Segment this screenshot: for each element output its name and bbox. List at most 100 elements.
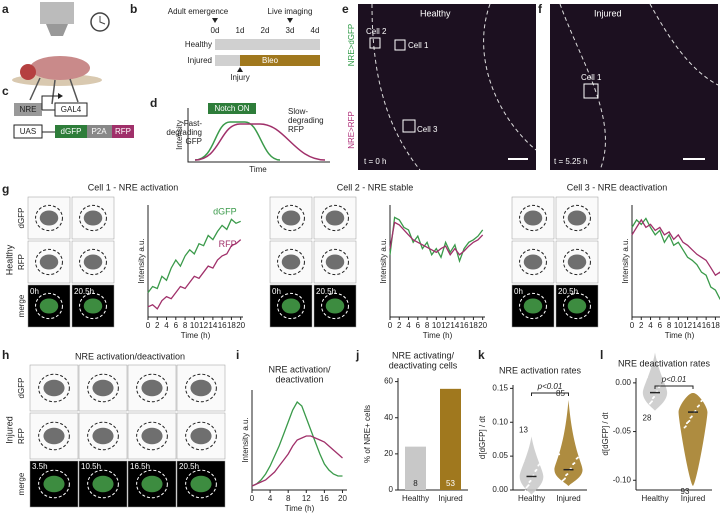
label: Slow- <box>288 107 308 116</box>
cell-outline <box>79 292 107 320</box>
label: NRE <box>20 105 37 114</box>
image-tile <box>29 412 79 460</box>
row-label: Healthy <box>4 244 14 275</box>
channel-label: merge <box>17 472 26 495</box>
time-label: 3.5h <box>32 462 48 471</box>
series-line <box>251 435 343 487</box>
x-tick-label: 18 <box>227 321 236 330</box>
micrograph: Injured Cell 1 t = 5.25 h <box>550 3 719 171</box>
point <box>645 376 648 379</box>
cell-outline <box>277 292 305 320</box>
chart-title: deactivation <box>275 374 323 384</box>
cell-outline <box>136 421 168 451</box>
x-tick-label: 20 <box>478 321 487 330</box>
x-tick-label: 2 <box>397 321 402 330</box>
panel-label: h <box>2 348 9 362</box>
bracket <box>531 392 569 396</box>
cell-outline <box>87 421 119 451</box>
y-tick-label: -0.05 <box>613 427 632 436</box>
label: Injury <box>230 73 250 82</box>
day-label: 4d <box>311 26 320 35</box>
annotation: p<0.01 <box>537 382 563 391</box>
y-axis-label: Intensity a.u. <box>379 238 388 283</box>
x-tick-label: 4 <box>268 494 273 503</box>
x-tick-label: 0 <box>146 321 151 330</box>
cell-blob <box>567 254 587 270</box>
axis-label: Intensity <box>175 120 184 150</box>
legend-label: RFP <box>219 239 237 249</box>
row-label: Injured <box>188 56 212 65</box>
point <box>576 456 579 459</box>
time-label: 0h <box>514 287 523 296</box>
cell-blob <box>39 210 59 226</box>
timeline: Adult emergence Live imaging 0d 1d 2d 3d… <box>168 7 320 82</box>
image-tile <box>511 196 555 240</box>
count-label: 28 <box>643 414 652 423</box>
x-axis-label: Time (h) <box>665 331 695 340</box>
label: Adult emergence <box>168 7 229 16</box>
time-label: 20.5h <box>179 462 199 471</box>
x-tick-label: Injured <box>556 494 580 503</box>
x-tick-label: 16 <box>460 321 469 330</box>
panel-label: d <box>150 96 157 110</box>
point <box>535 468 538 471</box>
y-tick-label: 40 <box>384 413 393 422</box>
time-label: 0h <box>272 287 281 296</box>
day-label: 1d <box>236 26 245 35</box>
label: degrading <box>288 116 324 125</box>
cell-blob <box>92 475 114 493</box>
cell-outline <box>87 469 119 499</box>
cell-label: Cell 1 <box>408 41 429 50</box>
cell-outline <box>563 248 591 276</box>
panel-label: c <box>2 84 9 98</box>
cell-outline <box>35 292 63 320</box>
label: degrading <box>166 128 202 137</box>
y-axis-label: d[dGFP] / dt <box>601 412 610 456</box>
cell-blob <box>190 379 212 397</box>
panel-label: j <box>355 348 359 362</box>
x-tick-label: 6 <box>416 321 421 330</box>
channel-label: dGFP <box>17 208 26 229</box>
panel-label: f <box>538 2 543 16</box>
series-line <box>251 400 343 487</box>
cell-outline <box>38 469 70 499</box>
x-tick-label: 6 <box>174 321 179 330</box>
cell-outline <box>277 204 305 232</box>
image-tile <box>78 460 128 508</box>
violin <box>642 352 668 411</box>
cell-blob <box>43 379 65 397</box>
axis <box>251 390 347 491</box>
bar-count: 53 <box>446 479 455 488</box>
panel-label: k <box>478 348 485 362</box>
y-axis-label: Intensity a.u. <box>241 417 250 462</box>
y-tick-label: 0.00 <box>615 378 631 387</box>
chart-title: Cell 2 - NRE stable <box>337 182 414 192</box>
cell-blob <box>141 427 163 445</box>
series-line <box>389 221 484 257</box>
cell-blob <box>83 210 103 226</box>
x-tick-label: 8 <box>286 494 291 503</box>
x-tick-label: 20 <box>236 321 245 330</box>
micrograph: Healthy NRE>dGFP NRE>RFP Cell 2 Cell 1 C… <box>347 3 537 171</box>
point <box>560 482 563 485</box>
cell-blob <box>92 379 114 397</box>
point <box>650 400 653 403</box>
x-axis-label: Time (h) <box>285 504 315 513</box>
count-label: 93 <box>681 487 690 496</box>
label: Notch ON <box>214 104 249 113</box>
x-tick-label: Injured <box>438 494 462 503</box>
cell-outline <box>79 248 107 276</box>
cell-label: Cell 2 <box>366 27 387 36</box>
cell-outline <box>38 373 70 403</box>
x-tick-label: Healthy <box>641 494 668 503</box>
x-tick-label: 0 <box>388 321 393 330</box>
y-axis-label: d[dGFP] / dt <box>478 415 487 459</box>
time-label: 20.5h <box>74 287 94 296</box>
cell-outline <box>519 292 547 320</box>
y-tick-label: 0.10 <box>492 417 508 426</box>
label: dGFP <box>61 127 82 136</box>
label: UAS <box>20 127 36 136</box>
time-label: 16.5h <box>130 462 150 471</box>
cell-label: Cell 1 <box>581 73 602 82</box>
